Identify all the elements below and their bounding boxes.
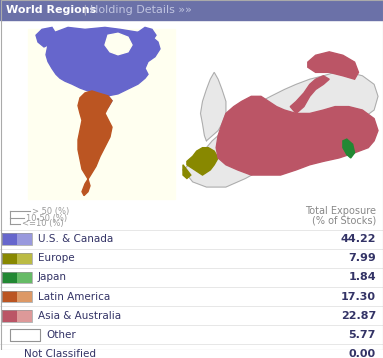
Text: 17.30: 17.30 xyxy=(341,291,376,301)
Text: > 50 (%): > 50 (%) xyxy=(32,207,69,216)
Bar xyxy=(0,0,383,20)
Bar xyxy=(10,329,40,340)
Bar xyxy=(2,272,32,284)
Bar xyxy=(2,252,32,264)
Bar xyxy=(2,291,17,303)
Polygon shape xyxy=(46,27,160,96)
Polygon shape xyxy=(201,72,226,141)
Bar xyxy=(2,252,17,264)
Bar xyxy=(2,310,32,321)
Text: Asia & Australia: Asia & Australia xyxy=(38,311,121,321)
Text: 5.77: 5.77 xyxy=(349,330,376,340)
Bar xyxy=(17,233,32,245)
Text: 0.00: 0.00 xyxy=(349,349,376,358)
Polygon shape xyxy=(36,27,55,47)
Bar xyxy=(17,291,32,303)
Text: 7.99: 7.99 xyxy=(348,253,376,263)
Polygon shape xyxy=(308,52,358,79)
Text: Not Classified: Not Classified xyxy=(24,349,96,358)
Text: <=10 (%): <=10 (%) xyxy=(22,219,64,228)
Text: 44.22: 44.22 xyxy=(340,234,376,245)
Polygon shape xyxy=(187,147,218,175)
Polygon shape xyxy=(216,96,378,175)
Text: U.S. & Canada: U.S. & Canada xyxy=(38,234,113,245)
Bar xyxy=(17,272,32,284)
Polygon shape xyxy=(92,93,112,111)
Text: 22.87: 22.87 xyxy=(341,311,376,321)
Text: 10-50 (%): 10-50 (%) xyxy=(26,214,67,223)
Bar xyxy=(2,310,17,321)
Bar xyxy=(17,252,32,264)
Text: 1.84: 1.84 xyxy=(349,272,376,282)
Polygon shape xyxy=(105,33,132,55)
Text: Other: Other xyxy=(46,330,76,340)
Bar xyxy=(2,233,17,245)
Bar xyxy=(10,329,40,340)
Text: World Regions: World Regions xyxy=(6,5,96,15)
Polygon shape xyxy=(183,165,191,179)
Text: Japan: Japan xyxy=(38,272,67,282)
Polygon shape xyxy=(290,76,329,113)
Text: Latin America: Latin America xyxy=(38,291,110,301)
Text: (% of Stocks): (% of Stocks) xyxy=(312,215,376,225)
Polygon shape xyxy=(183,72,378,187)
Bar xyxy=(2,233,32,245)
Polygon shape xyxy=(343,139,355,158)
Text: Europe: Europe xyxy=(38,253,75,263)
Polygon shape xyxy=(78,91,112,195)
Bar xyxy=(2,272,17,284)
Bar xyxy=(28,29,175,199)
Bar xyxy=(2,291,32,303)
Text: |: | xyxy=(80,5,91,15)
Text: Total Exposure: Total Exposure xyxy=(305,206,376,216)
Bar xyxy=(17,310,32,321)
Polygon shape xyxy=(138,27,156,43)
Text: Holding Details »»: Holding Details »» xyxy=(90,5,192,15)
